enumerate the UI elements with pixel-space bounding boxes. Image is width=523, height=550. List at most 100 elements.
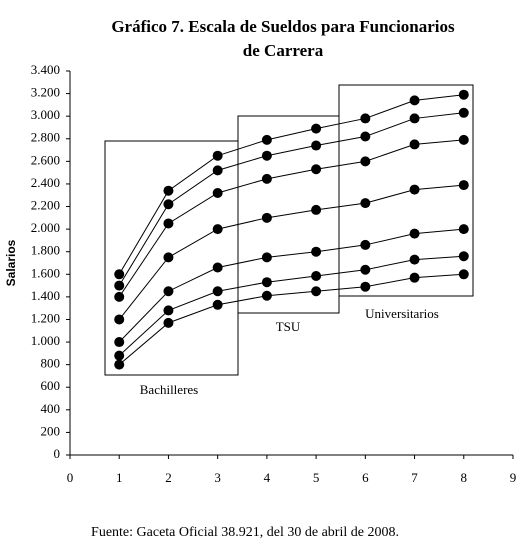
data-point <box>409 254 420 265</box>
data-point <box>114 269 125 280</box>
x-tick-label: 4 <box>264 470 271 485</box>
group-box <box>338 84 474 297</box>
data-point <box>212 286 223 297</box>
data-point <box>261 290 272 301</box>
data-point <box>261 173 272 184</box>
data-point <box>261 150 272 161</box>
y-tick-label: 2.200 <box>31 198 60 213</box>
chart-title: de Carrera <box>243 41 324 60</box>
y-tick-label: 1.000 <box>31 333 60 348</box>
data-point <box>163 185 174 196</box>
data-point <box>311 204 322 215</box>
y-tick-label: 2.800 <box>31 130 60 145</box>
x-tick-label: 1 <box>116 470 123 485</box>
data-point <box>212 187 223 198</box>
data-point <box>261 212 272 223</box>
data-point <box>458 251 469 262</box>
data-point <box>458 89 469 100</box>
series-line <box>118 184 464 320</box>
data-point <box>360 131 371 142</box>
data-point <box>163 305 174 316</box>
data-point <box>458 224 469 235</box>
data-point <box>114 314 125 325</box>
data-point <box>261 134 272 145</box>
annotation: Universitarios <box>365 306 439 321</box>
series-line <box>118 228 464 343</box>
y-tick-label: 1.200 <box>31 310 60 325</box>
data-point <box>212 150 223 161</box>
series-line <box>118 255 464 356</box>
data-point <box>163 252 174 263</box>
data-point <box>360 264 371 275</box>
data-point <box>163 218 174 229</box>
chart-title: Gráfico 7. Escala de Sueldos para Funcio… <box>111 17 455 36</box>
data-point <box>163 317 174 328</box>
y-tick-label: 1.400 <box>31 288 60 303</box>
x-tick-label: 2 <box>165 470 172 485</box>
source: Fuente: Gaceta Oficial 38.921, del 30 de… <box>91 525 399 540</box>
data-point <box>311 286 322 297</box>
y-tick-label: 2.000 <box>31 220 60 235</box>
data-point <box>360 239 371 250</box>
y-tick-label: 3.400 <box>31 62 60 77</box>
y-tick-label: 1.600 <box>31 265 60 280</box>
data-point <box>311 123 322 134</box>
data-point <box>409 139 420 150</box>
data-point <box>409 228 420 239</box>
data-point <box>458 180 469 191</box>
series-line <box>118 273 464 366</box>
data-point <box>114 280 125 291</box>
y-tick-label: 0 <box>54 446 61 461</box>
x-tick-label: 6 <box>362 470 369 485</box>
data-point <box>261 252 272 263</box>
data-point <box>458 107 469 118</box>
y-tick-label: 600 <box>41 378 61 393</box>
annotation: TSU <box>276 319 301 334</box>
data-point <box>114 291 125 302</box>
y-tick-label: 2.400 <box>31 175 60 190</box>
annotation: Bachilleres <box>140 382 198 397</box>
series-line <box>118 94 464 275</box>
x-tick-label: 5 <box>313 470 320 485</box>
y-tick-label: 1.800 <box>31 243 60 258</box>
data-point <box>360 281 371 292</box>
data-point <box>409 95 420 106</box>
data-point <box>409 272 420 283</box>
x-tick-label: 3 <box>214 470 221 485</box>
data-point <box>409 184 420 195</box>
x-tick-label: 9 <box>510 470 517 485</box>
x-tick-label: 7 <box>411 470 418 485</box>
x-tick-label: 8 <box>461 470 468 485</box>
data-point <box>360 198 371 209</box>
data-point <box>360 113 371 124</box>
data-point <box>212 262 223 273</box>
data-point <box>261 277 272 288</box>
data-point <box>163 286 174 297</box>
x-tick-label: 0 <box>67 470 74 485</box>
data-point <box>114 350 125 361</box>
data-point <box>458 269 469 280</box>
data-point <box>212 224 223 235</box>
data-point <box>311 270 322 281</box>
series-line <box>118 112 464 286</box>
y-tick-label: 800 <box>41 356 61 371</box>
series-line <box>118 139 464 298</box>
data-point <box>212 165 223 176</box>
y-tick-label: 400 <box>41 401 61 416</box>
data-point <box>114 359 125 370</box>
data-point <box>163 199 174 210</box>
data-point <box>458 134 469 145</box>
data-point <box>212 299 223 310</box>
data-point <box>311 164 322 175</box>
y-axis-label: Salarios <box>4 239 18 286</box>
data-point <box>409 113 420 124</box>
y-tick-label: 3.000 <box>31 107 60 122</box>
y-tick-label: 2.600 <box>31 152 60 167</box>
data-point <box>311 140 322 151</box>
data-point <box>114 337 125 348</box>
y-tick-label: 3.200 <box>31 85 60 100</box>
data-point <box>311 246 322 257</box>
y-tick-label: 200 <box>41 423 61 438</box>
data-point <box>360 156 371 167</box>
